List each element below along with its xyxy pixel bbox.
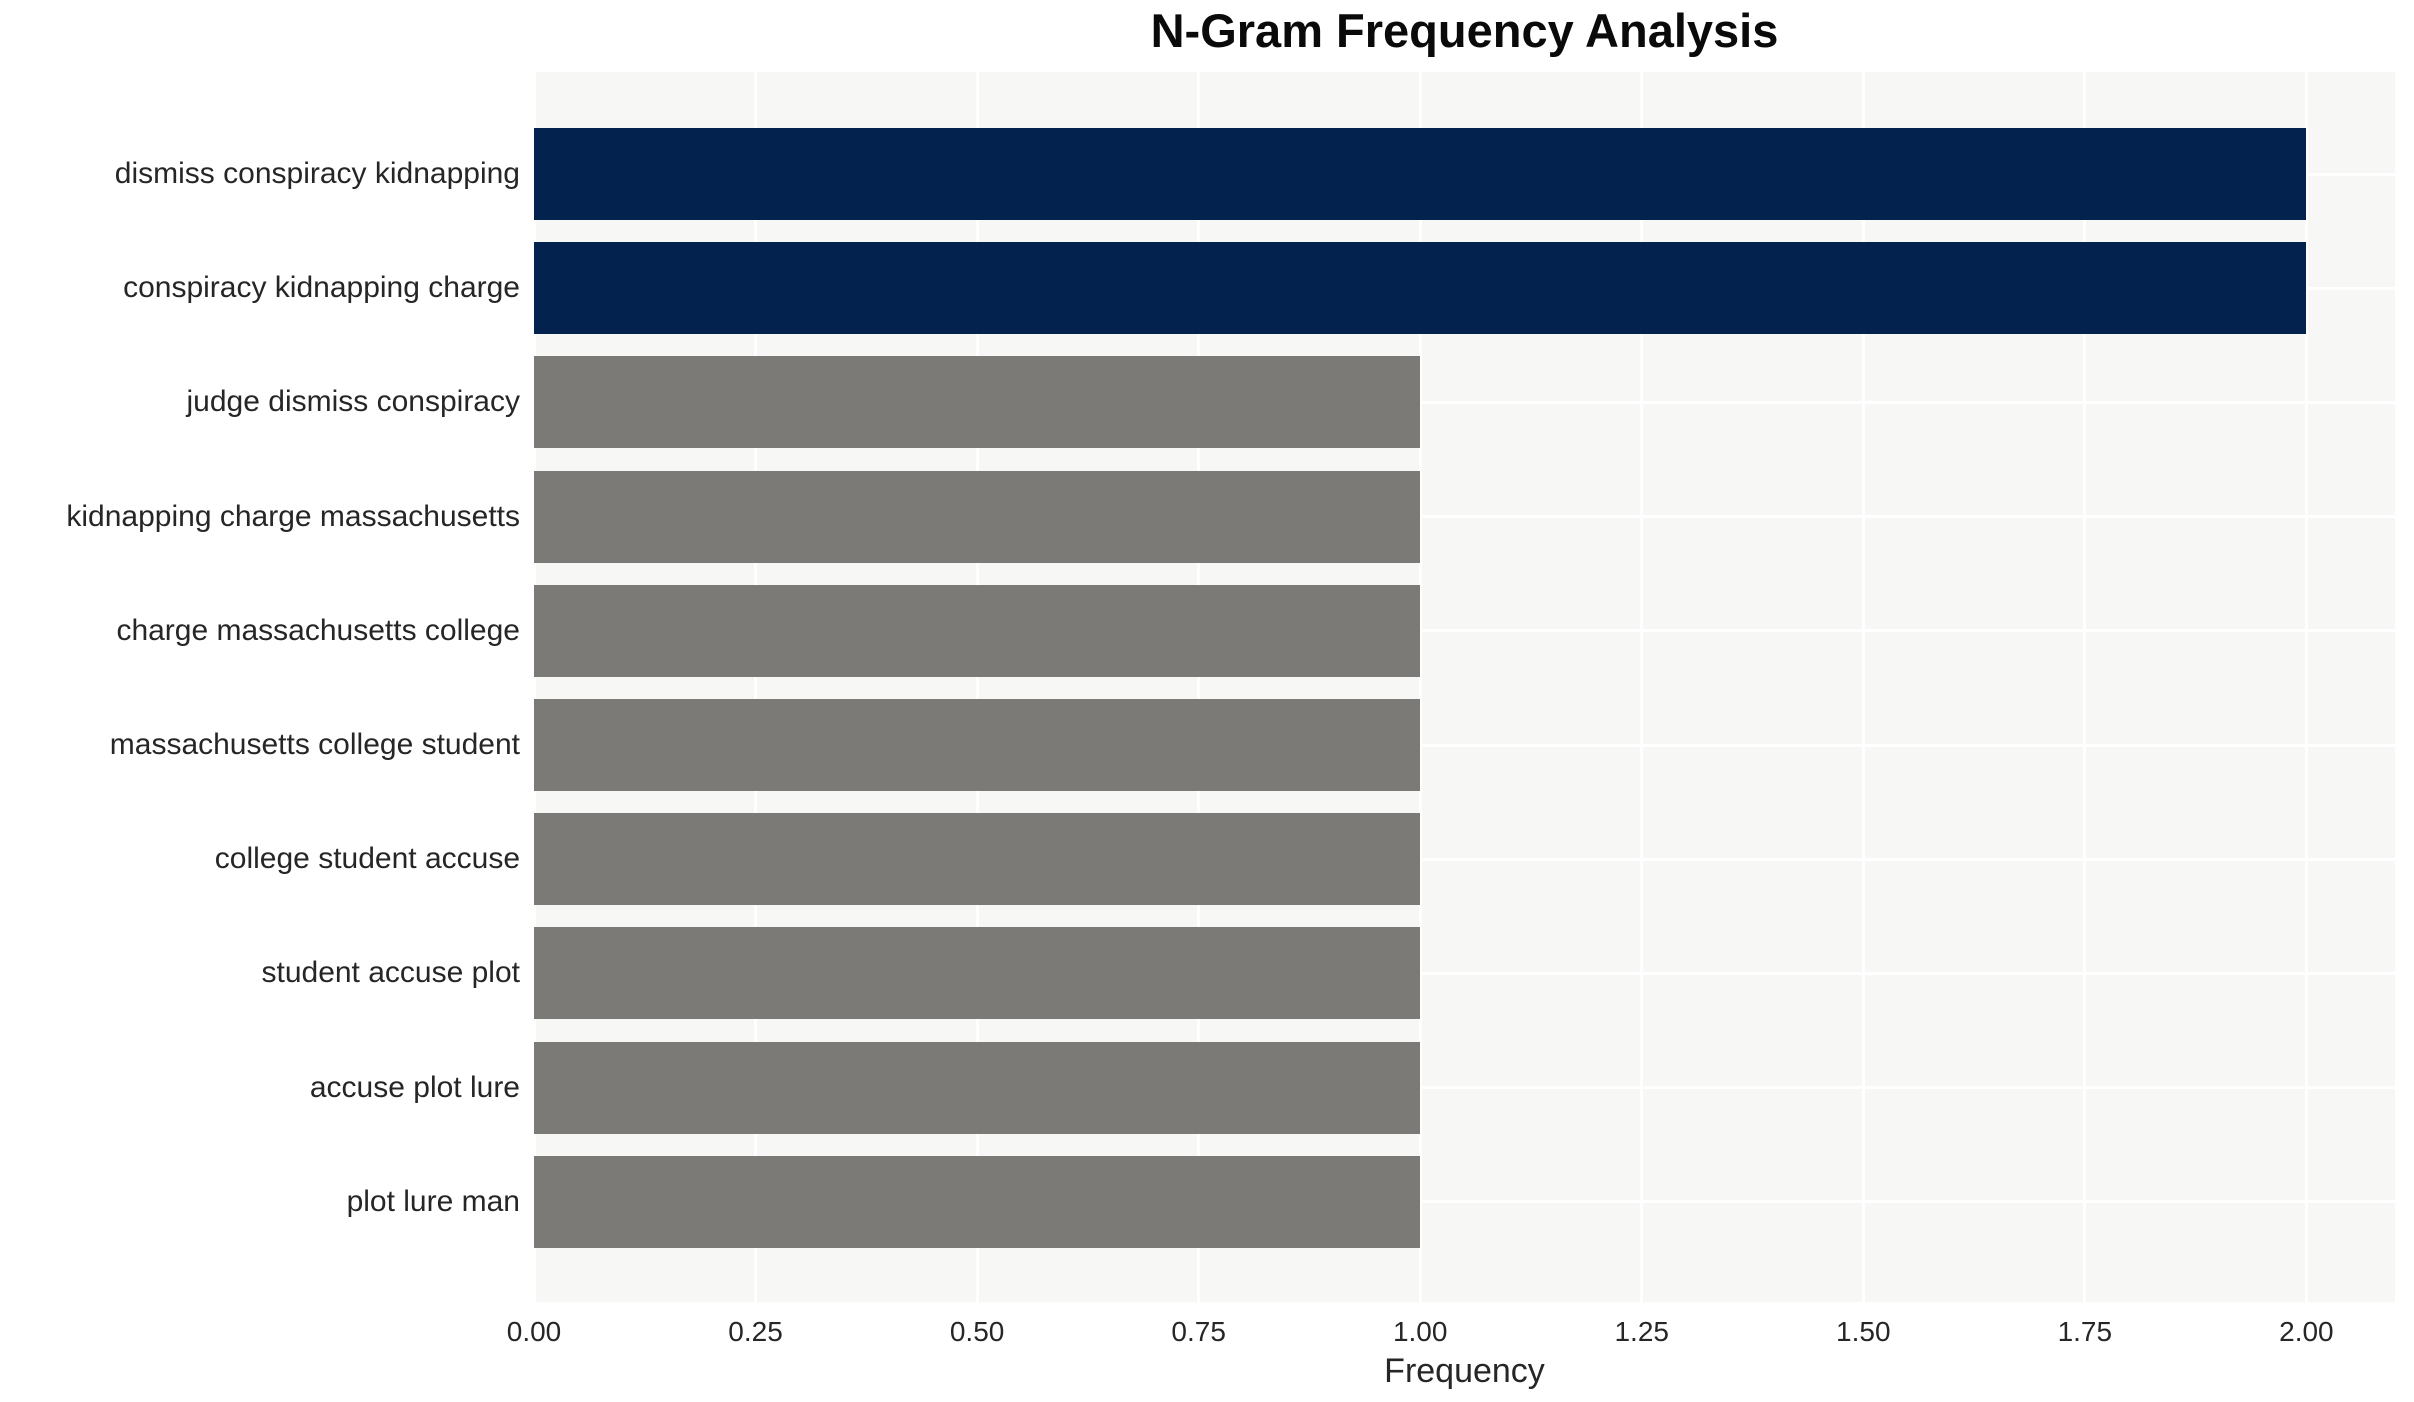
bar-college-student-accuse <box>534 813 1421 906</box>
y-tick-label: conspiracy kidnapping charge <box>123 271 520 305</box>
h-gridline <box>534 515 2395 519</box>
plot-area <box>532 72 2395 1302</box>
y-tick-label: dismiss conspiracy kidnapping <box>114 157 520 190</box>
x-tick-label: 0.00 <box>506 1316 562 1347</box>
x-tick-label: 1.75 <box>2057 1316 2113 1347</box>
v-gridline <box>1418 72 1422 1302</box>
x-tick-label: 1.50 <box>1836 1316 1891 1347</box>
h-gridline <box>534 629 2395 633</box>
h-gridline <box>534 400 2395 404</box>
bar-accuse-plot-lure <box>534 1041 1421 1134</box>
v-gridline <box>975 72 979 1302</box>
y-tick-label: judge dismiss conspiracy <box>186 385 520 419</box>
h-gridline <box>534 1086 2395 1090</box>
x-axis-label: Frequency <box>1384 1352 1545 1390</box>
h-gridline <box>534 1200 2395 1204</box>
bar-massachusetts-college-student <box>534 699 1421 791</box>
v-gridline <box>2083 72 2087 1302</box>
v-gridline <box>1197 72 1201 1302</box>
y-tick-label: accuse plot lure <box>309 1070 520 1104</box>
h-gridline <box>534 971 2395 975</box>
v-gridline <box>532 72 536 1302</box>
v-gridline <box>1640 72 1644 1302</box>
bar-student-accuse-plot <box>534 927 1421 1020</box>
bar-kidnapping-charge-massachusetts <box>534 470 1421 563</box>
chart-title: N-Gram Frequency Analysis <box>1150 4 1779 57</box>
h-gridline <box>534 743 2395 747</box>
v-gridline <box>754 72 758 1302</box>
x-tick-label: 1.25 <box>1614 1316 1669 1347</box>
y-tick-label: plot lure man <box>346 1184 520 1218</box>
x-tick-label: 0.25 <box>728 1316 783 1347</box>
bar-conspiracy-kidnapping-charge <box>534 242 2307 335</box>
v-gridline <box>1861 72 1865 1302</box>
y-tick-label: college student accuse <box>214 842 520 876</box>
y-tick-label: massachusetts college student <box>109 728 520 761</box>
y-tick-label: student accuse plot <box>261 956 520 990</box>
y-tick-label: kidnapping charge massachusetts <box>66 499 520 533</box>
h-gridline <box>534 857 2395 861</box>
bar-charge-massachusetts-college <box>534 584 1421 677</box>
bar-judge-dismiss-conspiracy <box>534 356 1421 449</box>
bar-dismiss-conspiracy-kidnapping <box>534 128 2307 220</box>
x-tick-label: 0.75 <box>1171 1316 1226 1347</box>
x-tick-label: 0.50 <box>949 1316 1005 1347</box>
bar-plot-lure-man <box>534 1155 1421 1248</box>
x-tick-label: 1.00 <box>1392 1316 1448 1347</box>
y-tick-label: charge massachusetts college <box>116 613 520 647</box>
v-gridline <box>2304 72 2308 1302</box>
x-tick-label: 2.00 <box>2279 1316 2334 1347</box>
